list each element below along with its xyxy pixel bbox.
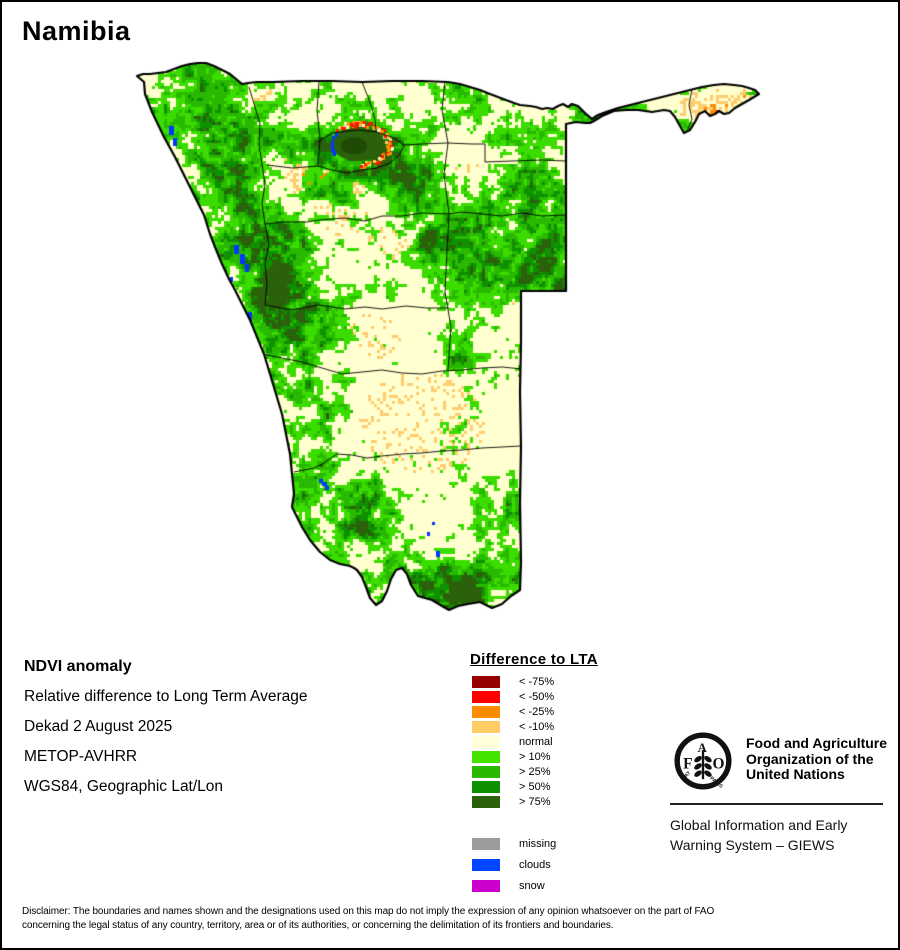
info-line-projection: WGS84, Geographic Lat/Lon — [24, 778, 224, 795]
legend-row-class-1: < -50% — [472, 689, 554, 704]
legend-label: < -25% — [519, 705, 555, 718]
disclaimer: Disclaimer: The boundaries and names sho… — [22, 905, 888, 933]
info-heading: NDVI anomaly — [24, 658, 132, 675]
legend-swatch — [472, 879, 500, 892]
giews-block: Global Information and Early Warning Sys… — [670, 816, 847, 855]
info-line-dekad: Dekad 2 August 2025 — [24, 718, 173, 735]
info-line-subtitle: Relative difference to Long Term Average — [24, 688, 308, 705]
legend-title: Difference to LTA — [470, 651, 598, 668]
footer-divider — [670, 803, 883, 805]
fao-logo: F A O FIAT PANIS — [674, 732, 732, 790]
fao-letter-o: O — [713, 755, 725, 772]
legend-class-list: < -75% < -50% < -25% < -10% normal > 10% > 25%… — [472, 674, 554, 809]
legend-label: < -50% — [519, 690, 555, 703]
legend-swatch — [472, 795, 500, 808]
legend-swatch — [472, 720, 500, 733]
legend-swatch — [472, 735, 500, 748]
legend-label: missing — [519, 837, 557, 850]
legend-swatch — [472, 858, 500, 871]
legend-row-class-2: < -25% — [472, 704, 554, 719]
legend-row-class-7: > 50% — [472, 779, 554, 794]
fao-name-block: Food and Agriculture Organization of the… — [746, 735, 888, 783]
fao-motto-fiat: FIAT — [680, 770, 692, 782]
legend-row-class-5: > 10% — [472, 749, 554, 764]
disclaimer-line: concerning the legal status of any count… — [22, 920, 614, 931]
legend-label: normal — [519, 735, 553, 748]
legend-label: > 10% — [519, 750, 551, 763]
legend-swatch — [472, 750, 500, 763]
legend-row-class-4: normal — [472, 734, 554, 749]
fao-wheat-icon — [694, 750, 712, 780]
fao-name-line: Organization of the — [746, 750, 874, 767]
legend-row-class-6: > 25% — [472, 764, 554, 779]
legend-label: < -10% — [519, 720, 555, 733]
legend-label: < -75% — [519, 675, 555, 688]
fao-letter-f: F — [683, 755, 692, 772]
legend-label: snow — [519, 879, 545, 892]
fao-letter-a: A — [698, 741, 708, 755]
legend-swatch — [472, 705, 500, 718]
disclaimer-line: Disclaimer: The boundaries and names sho… — [22, 906, 715, 917]
giews-line: Warning System – GIEWS — [670, 836, 835, 853]
legend-swatch — [472, 765, 500, 778]
legend-row-class-0: < -75% — [472, 674, 554, 689]
legend-label: > 75% — [519, 795, 551, 808]
legend-label: > 50% — [519, 780, 551, 793]
fao-name-line: United Nations — [746, 766, 845, 782]
legend-row-extra-1: clouds — [472, 854, 556, 875]
legend-row-extra-2: snow — [472, 875, 556, 896]
legend-extras-list: missing clouds snow — [472, 833, 556, 896]
legend-label: clouds — [519, 858, 551, 871]
info-line-sensor: METOP-AVHRR — [24, 748, 138, 765]
legend-label: > 25% — [519, 765, 551, 778]
map-info-block: NDVI anomaly Relative difference to Long… — [24, 652, 308, 802]
legend-row-class-3: < -10% — [472, 719, 554, 734]
legend-swatch — [472, 837, 500, 850]
legend-swatch — [472, 675, 500, 688]
legend-swatch — [472, 780, 500, 793]
giews-line: Global Information and Early — [670, 817, 848, 833]
legend-row-class-8: > 75% — [472, 794, 554, 809]
legend-swatch — [472, 690, 500, 703]
legend-row-extra-0: missing — [472, 833, 556, 854]
page-title: Namibia — [22, 16, 131, 46]
fao-name-line: Food and Agriculture — [746, 735, 888, 751]
